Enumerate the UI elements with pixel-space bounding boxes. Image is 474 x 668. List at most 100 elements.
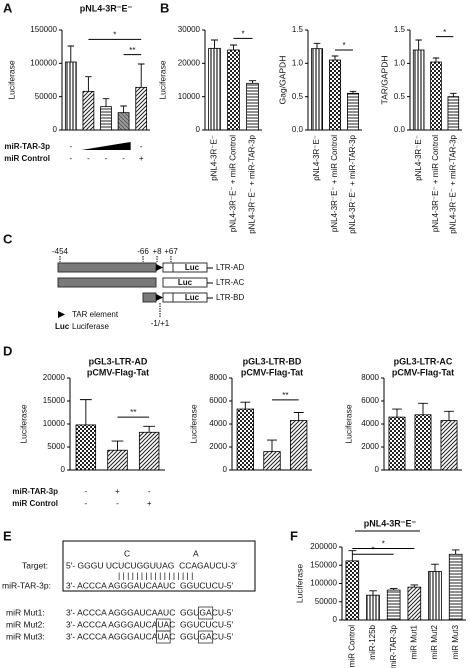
sequence: 3'- ACCCA AGGGAUCA bbox=[66, 580, 158, 590]
x-tick-label: miR-TAR-3p bbox=[389, 624, 398, 668]
error-bar bbox=[143, 425, 156, 433]
sequence: C GGUCUCU-5' bbox=[169, 619, 233, 629]
highlighted-bases: AU bbox=[157, 580, 169, 590]
bar bbox=[263, 451, 281, 471]
bar bbox=[414, 414, 432, 471]
legend-label: TAR element bbox=[72, 310, 119, 319]
error-bar bbox=[210, 39, 219, 49]
ltr-segment bbox=[162, 262, 174, 273]
mutation-box bbox=[155, 630, 171, 644]
base-pairs: | | | | | | | | | | | | | | | | | bbox=[118, 570, 193, 580]
y-tick-label: 0.0 bbox=[292, 125, 304, 134]
bar bbox=[117, 112, 130, 131]
y-tick-label: 0 bbox=[333, 615, 338, 624]
legend-symbol: Luc bbox=[55, 322, 70, 331]
y-tick-label: 1.0 bbox=[394, 58, 406, 67]
y-tick-label: 6000 bbox=[361, 396, 379, 405]
luc-label: Luc bbox=[185, 293, 200, 302]
significance-label: * bbox=[342, 41, 345, 50]
error-bar bbox=[410, 584, 419, 588]
significance-label: ** bbox=[129, 46, 135, 55]
condition-label: miR Control bbox=[12, 499, 58, 508]
tar-element bbox=[156, 294, 163, 301]
condition-label: miR-TAR-3p bbox=[12, 487, 58, 496]
y-tick-label: 1.0 bbox=[292, 58, 304, 67]
ltr-segment bbox=[57, 262, 157, 273]
sequence: C GGU bbox=[169, 580, 199, 590]
bar bbox=[208, 47, 221, 131]
significance-label: * bbox=[371, 545, 374, 554]
condition-mark: - bbox=[69, 154, 72, 163]
chart-title: pCMV-Flag-Tat bbox=[241, 367, 303, 377]
error-bar bbox=[137, 63, 145, 88]
error-bar bbox=[331, 55, 339, 60]
y-axis-label: Luciferase bbox=[294, 564, 304, 603]
panel-label: B bbox=[160, 0, 169, 15]
y-tick-label: 0.5 bbox=[394, 92, 406, 101]
bulge-base: C bbox=[124, 548, 130, 558]
x-tick-label: pNL4-3R⁻E⁻ + miR-TAR-3p bbox=[348, 134, 357, 233]
error-bar bbox=[102, 98, 110, 107]
y-tick-label: 2000 bbox=[361, 442, 379, 451]
y-tick-label: 2000 bbox=[209, 442, 227, 451]
y-tick-label: 1.5 bbox=[394, 25, 406, 34]
bar-chart: 050000100000150000LuciferasepNL4-3R⁻E⁻**… bbox=[4, 3, 150, 163]
target-box bbox=[62, 540, 256, 592]
legend-symbol bbox=[58, 311, 65, 318]
bar bbox=[82, 90, 95, 131]
y-axis-label: TAR/GAPDH bbox=[379, 56, 389, 105]
error-bar bbox=[85, 76, 92, 92]
ltr-segment bbox=[142, 292, 157, 303]
error-bar bbox=[349, 90, 357, 94]
bar bbox=[412, 49, 425, 131]
condition-mark: + bbox=[139, 154, 144, 163]
error-bar bbox=[450, 92, 457, 97]
construct-label: LTR-AD bbox=[216, 263, 245, 272]
significance-label: * bbox=[443, 28, 446, 37]
panel-label: E bbox=[3, 528, 12, 543]
panel-labels: A B C D E F bbox=[3, 0, 298, 543]
error-bar bbox=[67, 45, 75, 62]
sequence: 5'- GGGU UCUCUGGUUAG CCAGAUCU-3' bbox=[66, 560, 237, 570]
error-bar bbox=[415, 39, 422, 50]
panel-label: F bbox=[290, 528, 298, 543]
sequence: 3'- ACCCA AGGGAUCA bbox=[66, 607, 158, 617]
condition-label: miR-TAR-3p bbox=[4, 142, 50, 151]
x-tick-label: pNL4-3R⁻E⁻ + miR-TAR-3p bbox=[248, 134, 257, 233]
row-label: miR Mut1: bbox=[6, 607, 45, 617]
condition-mark: - bbox=[122, 154, 125, 163]
ltr-segment bbox=[57, 277, 157, 288]
y-axis-label: Luciferase bbox=[6, 60, 16, 99]
error-bar bbox=[418, 402, 428, 415]
y-tick-label: 15000 bbox=[43, 396, 66, 405]
sequence-alignment: C A | | | | | | | | | | | | | | | | | Targe… bbox=[2, 540, 256, 644]
highlighted-bases: AU bbox=[157, 607, 169, 617]
error-bar bbox=[431, 563, 439, 572]
y-tick-label: 5000 bbox=[47, 442, 65, 451]
bar bbox=[289, 420, 308, 471]
y-tick-label: 50000 bbox=[315, 597, 338, 606]
mutation-box bbox=[198, 630, 214, 644]
x-tick-label: pNL4-3R⁻E⁻ + miR-TAR-3p bbox=[448, 134, 457, 233]
y-tick-label: 100000 bbox=[310, 579, 337, 588]
significance-label: * bbox=[382, 540, 385, 549]
error-bar bbox=[313, 42, 321, 49]
legend-label: Luciferase bbox=[72, 322, 109, 331]
luc-label: Luc bbox=[178, 278, 193, 287]
error-bar bbox=[348, 550, 357, 561]
x-tick-label: miR Mut2 bbox=[430, 624, 439, 659]
bar-chart: 0 5000 10000 15000 20000 Luciferase pGL3-LTR-A… bbox=[12, 356, 165, 508]
error-bar bbox=[392, 408, 402, 418]
panel-label: A bbox=[3, 0, 13, 15]
bar-chart: 0.0 0.5 1.0 1.5 TAR/GAPDH pNL4-3R⁻E⁻ pNL4-3R⁻E… bbox=[379, 25, 462, 234]
sequence: C GGU bbox=[169, 631, 199, 641]
error-bar bbox=[120, 105, 127, 113]
bar bbox=[345, 560, 360, 621]
y-tick-label: 150000 bbox=[30, 25, 57, 34]
position-label: -66 bbox=[137, 247, 149, 256]
x-tick-label: pNL4-3R⁻E⁻ + miR Control bbox=[330, 135, 339, 232]
sequence: CU-5' bbox=[212, 607, 234, 617]
row-label: miR Mut3: bbox=[6, 631, 45, 641]
x-tick-label: pNL4-3R⁻E⁻ + miR Control bbox=[431, 135, 440, 232]
